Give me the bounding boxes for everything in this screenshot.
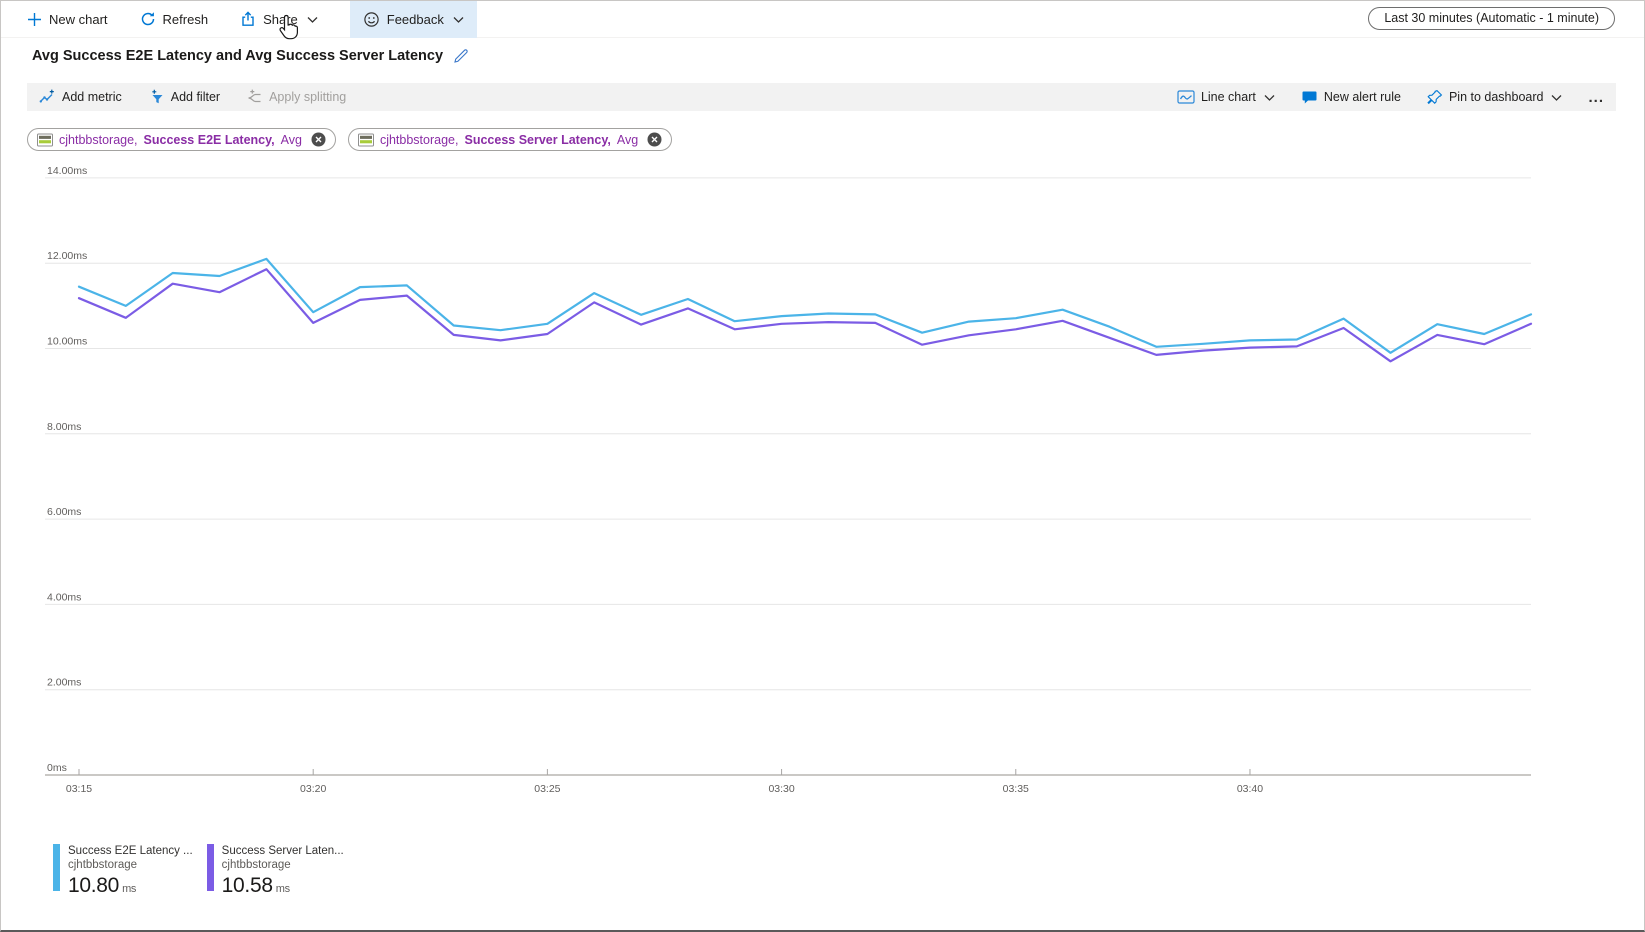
apply-splitting-icon (248, 89, 261, 103)
svg-text:14.00ms: 14.00ms (47, 165, 87, 177)
metric-pill-server[interactable]: cjhtbbstorage, Success Server Latency, A… (347, 128, 673, 151)
feedback-button[interactable]: Feedback (349, 1, 477, 38)
line-chart-plot-area[interactable]: 14.00ms 12.00ms 10.00ms 8.00ms 6.00ms 4.00ms 2… (1, 156, 1645, 836)
top-toolbar: New chart Refresh Share Feedback Last 30… (1, 1, 1644, 38)
share-label: Share (263, 11, 298, 27)
refresh-button[interactable]: Refresh (140, 11, 209, 27)
share-button[interactable]: Share (240, 11, 318, 27)
new-chart-label: New chart (49, 11, 108, 27)
legend-value: 10.80 ms (68, 873, 137, 897)
svg-text:03:40: 03:40 (1237, 783, 1263, 795)
legend-unit: ms (275, 882, 290, 895)
svg-text:0ms: 0ms (47, 762, 67, 774)
pin-icon (1427, 89, 1443, 105)
chart-toolbar: Add metric Add filter Apply splitting Li… (27, 83, 1616, 111)
alert-bubble-icon (1302, 91, 1317, 104)
storage-account-icon (357, 133, 374, 146)
time-range-button[interactable]: Last 30 minutes (Automatic - 1 minute) (1368, 7, 1615, 30)
pill-resource: cjhtbbstorage, (59, 132, 138, 147)
remove-metric-icon[interactable] (311, 132, 326, 147)
edit-pencil-icon[interactable] (453, 48, 469, 64)
legend-label: Success Server Laten... (221, 845, 344, 857)
chart-type-label: Line chart (1200, 90, 1256, 104)
share-icon (242, 11, 254, 26)
svg-text:6.00ms: 6.00ms (47, 506, 81, 518)
legend-label: Success E2E Latency ... (68, 845, 193, 857)
svg-text:03:15: 03:15 (66, 783, 92, 795)
pin-to-dashboard-button[interactable]: Pin to dashboard (1427, 89, 1563, 105)
new-alert-rule-button[interactable]: New alert rule (1301, 89, 1401, 105)
pill-resource: cjhtbbstorage, (379, 132, 459, 147)
svg-text:2.00ms: 2.00ms (47, 677, 81, 689)
add-metric-button[interactable]: Add metric (39, 89, 122, 105)
new-alert-rule-label: New alert rule (1323, 90, 1401, 104)
refresh-label: Refresh (162, 11, 209, 27)
add-metric-icon (39, 89, 54, 103)
chevron-down-icon (1264, 94, 1275, 101)
storage-account-icon (37, 133, 53, 146)
line-chart-icon (1177, 90, 1195, 104)
add-filter-label: Add filter (170, 90, 221, 104)
chart-legend: Success E2E Latency ... cjhtbbstorage 10… (53, 844, 344, 899)
legend-value: 10.58 ms (221, 873, 290, 897)
chevron-down-icon (1552, 94, 1562, 101)
legend-colorbar-server (206, 844, 214, 891)
svg-text:4.00ms: 4.00ms (47, 591, 81, 603)
line-chart-svg[interactable]: 14.00ms 12.00ms 10.00ms 8.00ms 6.00ms 4.00ms 2… (1, 156, 1645, 836)
feedback-label: Feedback (386, 11, 444, 27)
svg-text:03:35: 03:35 (1003, 783, 1029, 795)
metric-pills-row: cjhtbbstorage, Success E2E Latency, Avg … (27, 128, 673, 151)
remove-metric-icon[interactable] (647, 132, 662, 147)
svg-text:03:20: 03:20 (300, 783, 326, 795)
svg-text:8.00ms: 8.00ms (47, 421, 81, 433)
pill-metric: Success E2E Latency, (143, 132, 275, 147)
pill-aggregation: Avg (616, 132, 639, 147)
chart-toolbar-right: Line chart New alert rule Pin to dashboa… (1151, 89, 1604, 106)
pill-metric: Success Server Latency, (464, 132, 611, 147)
more-options-button[interactable]: ... (1588, 88, 1604, 106)
legend-unit: ms (122, 882, 137, 895)
metric-pill-e2e[interactable]: cjhtbbstorage, Success E2E Latency, Avg (27, 128, 336, 151)
pin-to-dashboard-label: Pin to dashboard (1448, 90, 1544, 104)
plus-icon (28, 12, 41, 26)
svg-text:03:25: 03:25 (534, 783, 560, 795)
legend-resource: cjhtbbstorage (221, 859, 291, 872)
refresh-icon (141, 12, 154, 26)
add-metric-label: Add metric (62, 90, 122, 104)
add-filter-icon (152, 89, 163, 104)
apply-splitting-label: Apply splitting (269, 90, 347, 104)
svg-text:03:30: 03:30 (768, 783, 794, 795)
add-filter-button[interactable]: Add filter (148, 89, 220, 105)
pill-aggregation: Avg (280, 132, 302, 147)
chart-type-dropdown[interactable]: Line chart (1177, 89, 1275, 105)
chevron-down-icon (307, 16, 318, 23)
svg-text:12.00ms: 12.00ms (47, 250, 87, 262)
smiley-icon (364, 11, 379, 27)
legend-colorbar-e2e (53, 844, 60, 891)
legend-resource: cjhtbbstorage (68, 859, 138, 872)
svg-text:10.00ms: 10.00ms (47, 336, 87, 348)
new-chart-button[interactable]: New chart (27, 12, 108, 27)
legend-item-server[interactable]: Success Server Laten... cjhtbbstorage 10… (206, 844, 344, 899)
chart-title: Avg Success E2E Latency and Avg Success … (32, 48, 444, 64)
apply-splitting-button[interactable]: Apply splitting (246, 89, 346, 105)
legend-item-e2e[interactable]: Success E2E Latency ... cjhtbbstorage 10… (53, 844, 193, 899)
chart-title-row: Avg Success E2E Latency and Avg Success … (32, 48, 469, 64)
chevron-down-icon (453, 16, 464, 23)
